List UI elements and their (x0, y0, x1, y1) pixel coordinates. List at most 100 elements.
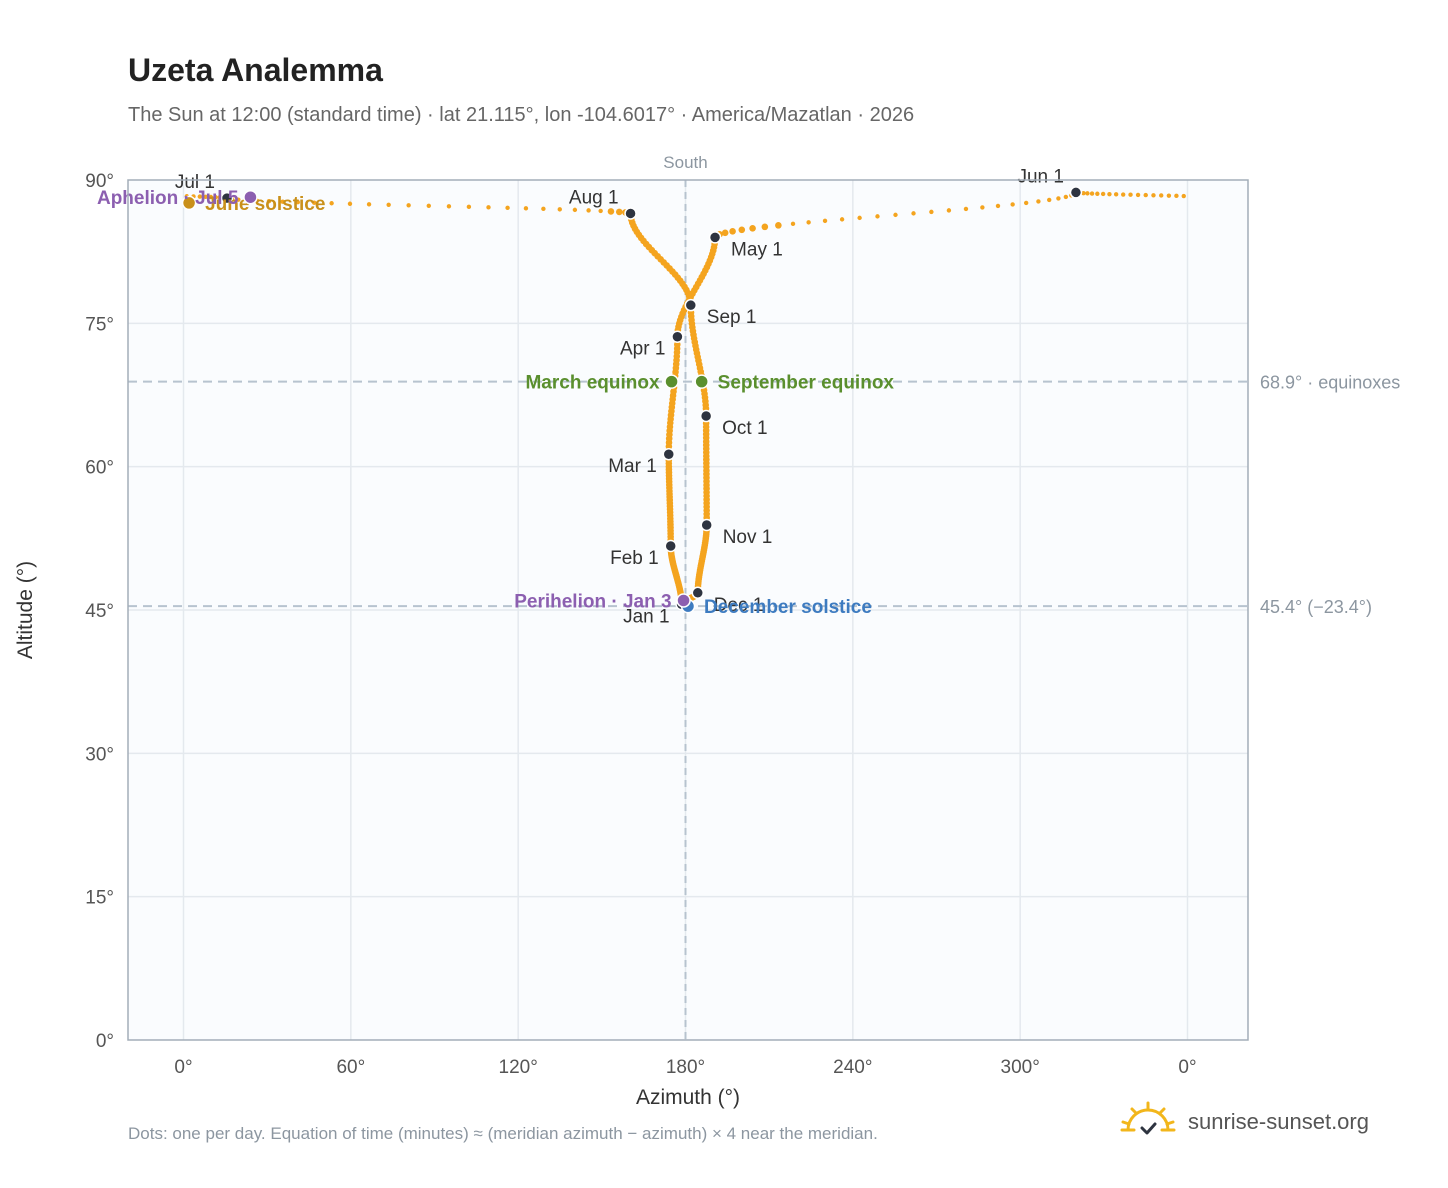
daily-sun-dot (557, 207, 562, 212)
event-label: Aphelion · Jul 5 (97, 188, 239, 209)
daily-sun-dot (857, 215, 862, 221)
event-label: March equinox (525, 373, 660, 394)
sun-logo-icon (1120, 1101, 1176, 1135)
daily-sun-dot (1135, 192, 1141, 198)
plot-frame (127, 179, 1249, 1041)
event-label: September equinox (718, 373, 895, 394)
daily-sun-dot (1063, 194, 1069, 200)
x-tick-label: 240° (833, 1057, 872, 1078)
daily-sun-dot (1120, 192, 1126, 197)
month-label: Jul 1 (175, 172, 215, 193)
daily-sun-dot (1036, 199, 1041, 204)
month-marker (700, 518, 713, 532)
brand[interactable]: sunrise-sunset.org (1120, 1100, 1369, 1144)
event-markers: March equinox September equinox December s… (97, 188, 894, 618)
x-axis-label: Azimuth (°) (636, 1086, 740, 1109)
event-label: June solstice (205, 194, 325, 215)
y-axis-label: Altitude (°) (14, 561, 37, 659)
y-tick-label: 15° (85, 888, 114, 909)
month-marker (708, 231, 722, 244)
daily-sun-dot (236, 197, 241, 202)
daily-sun-dot (1159, 193, 1164, 198)
daily-sun-dot (1166, 193, 1172, 198)
daily-sun-dot (266, 199, 272, 204)
daily-sun-dot (1128, 192, 1133, 197)
daily-sun-dot (203, 194, 208, 200)
daily-sun-dot (946, 208, 952, 213)
daily-sun-dot (980, 205, 985, 210)
reference-line-label: 45.4° (−23.4°) (1260, 597, 1372, 617)
month-label: May 1 (731, 239, 783, 260)
month-marker (691, 586, 705, 600)
daily-sun-dot (426, 203, 431, 208)
daily-sun-dot (523, 206, 529, 211)
chart-title: Uzeta Analemma (128, 52, 383, 88)
event-marker (181, 195, 197, 211)
daily-sun-dot (929, 209, 934, 215)
daily-sun-dot (366, 202, 372, 207)
daily-sun-dot (329, 201, 334, 206)
daily-sun-dot (790, 221, 796, 227)
daily-sun-dot (1100, 191, 1106, 197)
daily-sun-dot (541, 206, 546, 212)
month-marker (1069, 186, 1083, 199)
daily-sun-dot (347, 201, 353, 206)
daily-sun-dot (486, 205, 491, 210)
daily-sun-dot (911, 211, 916, 216)
month-marker (664, 539, 677, 553)
month-marker (699, 409, 713, 423)
month-label: Oct 1 (722, 418, 767, 439)
event-label: December solstice (704, 597, 872, 618)
daily-sun-dot (586, 208, 591, 213)
daily-sun-dot (213, 195, 218, 200)
y-tick-label: 60° (85, 458, 114, 479)
x-tick-label: 300° (1001, 1057, 1040, 1078)
daily-sun-dot (1081, 190, 1086, 196)
daily-sun-dot (1085, 191, 1090, 196)
chart-subtitle: The Sun at 12:00 (standard time) · lat 2… (128, 104, 915, 126)
daily-sun-dot (295, 200, 300, 205)
daily-sun-dot (607, 208, 615, 215)
month-label: Nov 1 (723, 527, 773, 548)
x-tick-label: 0° (1178, 1057, 1196, 1078)
event-label: Perihelion · Jan 3 (514, 591, 671, 612)
daily-sun-dot (197, 194, 203, 199)
daily-sun-dot (995, 203, 1001, 209)
daily-sun-dot (1056, 196, 1061, 201)
daily-sun-dot (761, 223, 769, 231)
daily-sun-dot (208, 194, 214, 200)
daily-sun-dot (217, 195, 222, 200)
y-tick-label: 45° (85, 601, 114, 622)
daily-sun-dot (806, 220, 811, 225)
daily-sun-dot (1181, 193, 1186, 199)
daily-sun-dot (775, 222, 782, 229)
month-marker (220, 191, 234, 205)
chart-footnote: Dots: one per day. Equation of time (min… (128, 1124, 878, 1143)
y-tick-label: 90° (85, 171, 114, 192)
axes: 0° 60° 120° 180° 240° 300° 0° 0° 15° 30° 45° 60° 75°… (14, 171, 1197, 1109)
x-tick-label: 0° (174, 1057, 192, 1078)
daily-sun-dot (386, 202, 391, 207)
daily-sun-dot (1047, 197, 1052, 203)
daily-sun-dot (1023, 200, 1029, 206)
month-marker (662, 447, 676, 461)
daily-sun-dot (721, 229, 729, 237)
daily-sun-dot (729, 228, 736, 235)
daily-sun-dot (466, 204, 472, 210)
daily-sun-dot (598, 208, 603, 214)
event-marker (676, 593, 691, 608)
y-tick-label: 75° (85, 314, 114, 335)
meridian-label: South (663, 153, 707, 172)
daily-sun-dot (446, 204, 452, 209)
month-label: Apr 1 (620, 339, 665, 360)
month-label: Jun 1 (1017, 166, 1063, 187)
daily-sun-dot (1095, 191, 1100, 196)
x-tick-label: 120° (499, 1057, 538, 1078)
daily-sun-dot (1010, 202, 1015, 207)
daily-sun-dot (505, 205, 510, 211)
daily-sun-dot (615, 208, 623, 216)
daily-sun-dot (893, 212, 898, 218)
event-marker (694, 374, 709, 389)
brand-name: sunrise-sunset.org (1188, 1109, 1369, 1134)
month-marker (624, 207, 637, 220)
